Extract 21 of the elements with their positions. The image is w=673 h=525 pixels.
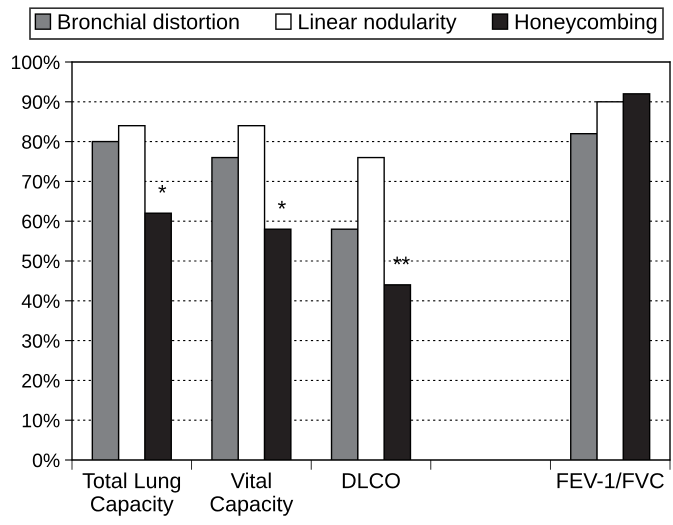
- y-tick-label: 0%: [32, 453, 60, 468]
- annotation: *: [278, 200, 286, 209]
- y-tick-label: 40%: [22, 294, 60, 308]
- x-tick-label: FEV-1/FVC: [558, 472, 664, 488]
- x-tick-label: Vital Capacity: [210, 472, 294, 516]
- y-tick-label: 10%: [22, 414, 60, 428]
- legend-label: Bronchial distortion: [58, 14, 239, 30]
- annotation: **: [393, 256, 410, 264]
- y-tick-label: 50%: [22, 254, 60, 268]
- y-tick-label: 100%: [12, 55, 60, 70]
- annotation: *: [158, 185, 166, 193]
- y-tick-label: 20%: [22, 374, 60, 388]
- legend-label: Linear nodularity: [299, 14, 457, 34]
- y-tick-label: 30%: [22, 334, 60, 348]
- y-tick-label: 80%: [22, 135, 60, 149]
- x-tick-label: DLCO: [342, 473, 400, 488]
- y-tick-label: 60%: [22, 214, 60, 228]
- y-tick-label: 90%: [22, 95, 60, 110]
- x-tick-label: Total Lung Capacity: [82, 472, 180, 516]
- legend-label: Honeycombing: [516, 14, 656, 34]
- y-tick-label: 70%: [22, 174, 60, 189]
